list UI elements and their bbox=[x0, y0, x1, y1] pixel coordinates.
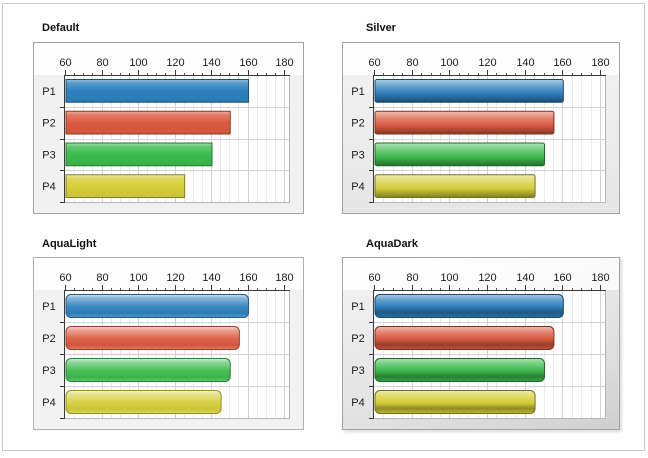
category-label-p2: P2 bbox=[351, 118, 364, 130]
category-label-p3: P3 bbox=[351, 365, 364, 377]
bar-p2 bbox=[65, 326, 240, 350]
x-axis-tick-label: 100 bbox=[129, 57, 147, 69]
chart-svg-silver: 60 80 100 120 140 160 180 P1 P2 P3 P4 bbox=[343, 43, 619, 213]
x-axis-tick-label: 140 bbox=[516, 272, 534, 284]
x-axis-tick-label: 100 bbox=[440, 272, 458, 284]
x-axis-tick-label: 160 bbox=[553, 272, 571, 284]
x-axis-tick-label: 180 bbox=[591, 272, 609, 284]
bar-p3 bbox=[374, 142, 545, 167]
x-axis-tick-label: 80 bbox=[406, 57, 418, 69]
category-label-p3: P3 bbox=[351, 149, 364, 161]
x-axis-tick-label: 100 bbox=[440, 57, 458, 69]
bar-p4 bbox=[374, 390, 536, 414]
x-axis-tick-label: 140 bbox=[516, 57, 534, 69]
axis-label-band bbox=[343, 43, 619, 75]
x-axis-tick-label: 60 bbox=[368, 272, 380, 284]
bar-p2 bbox=[65, 110, 231, 135]
x-axis-tick-label: 160 bbox=[553, 57, 571, 69]
bar-p1 bbox=[65, 294, 249, 318]
chart-svg-aquadark: 60 80 100 120 140 160 180 P1 P2 P3 P4 bbox=[343, 258, 619, 429]
category-label-p1: P1 bbox=[42, 86, 55, 98]
axis-label-band bbox=[34, 43, 303, 75]
chart-card-aquadark: 60 80 100 120 140 160 180 P1 P2 P3 P4 bbox=[342, 257, 620, 430]
bar-p4 bbox=[374, 174, 536, 198]
bar-p2 bbox=[374, 110, 555, 135]
x-axis-tick-label: 60 bbox=[59, 57, 71, 69]
x-axis-tick-label: 60 bbox=[59, 272, 71, 284]
x-axis-tick-label: 180 bbox=[275, 57, 293, 69]
category-label-p4: P4 bbox=[351, 181, 364, 193]
category-label-p4: P4 bbox=[42, 397, 55, 409]
category-label-p1: P1 bbox=[42, 301, 55, 313]
x-axis-tick-label: 80 bbox=[96, 272, 108, 284]
bar-p1 bbox=[65, 79, 249, 103]
category-label-p3: P3 bbox=[42, 365, 55, 377]
x-axis-tick-label: 120 bbox=[166, 57, 184, 69]
bar-p1 bbox=[374, 79, 564, 103]
chart-title-default: Default bbox=[42, 22, 80, 34]
axis-label-band bbox=[343, 258, 619, 290]
chart-card-default: 60 80 100 120 140 160 180 P1 P2 P3 P4 bbox=[33, 42, 304, 214]
x-axis-tick-label: 140 bbox=[202, 272, 220, 284]
x-axis-tick-label: 100 bbox=[129, 272, 147, 284]
bar-p3 bbox=[65, 358, 231, 382]
category-label-p2: P2 bbox=[42, 118, 55, 130]
x-axis-tick-label: 140 bbox=[202, 57, 220, 69]
category-label-p3: P3 bbox=[42, 149, 55, 161]
bar-p3 bbox=[65, 142, 213, 167]
x-axis-tick-label: 180 bbox=[591, 57, 609, 69]
bar-p2 bbox=[374, 326, 555, 350]
bar-p3 bbox=[374, 358, 545, 382]
category-label-p1: P1 bbox=[351, 301, 364, 313]
x-axis-tick-label: 160 bbox=[239, 57, 257, 69]
x-axis-tick-label: 120 bbox=[166, 272, 184, 284]
chart-title-silver: Silver bbox=[366, 22, 396, 34]
x-axis-tick-label: 180 bbox=[275, 272, 293, 284]
chart-card-aqualight: 60 80 100 120 140 160 180 P1 P2 P3 P4 bbox=[33, 257, 304, 430]
bar-p1 bbox=[374, 294, 564, 318]
x-axis-tick-label: 60 bbox=[368, 57, 380, 69]
x-axis-tick-label: 80 bbox=[96, 57, 108, 69]
category-label-p2: P2 bbox=[351, 333, 364, 345]
chart-title-aqualight: AquaLight bbox=[42, 238, 97, 250]
x-axis-tick-label: 120 bbox=[478, 57, 496, 69]
category-label-p4: P4 bbox=[351, 397, 364, 409]
axis-label-band bbox=[34, 258, 303, 290]
x-axis-tick-label: 120 bbox=[478, 272, 496, 284]
bar-p4 bbox=[65, 174, 186, 198]
chart-card-silver: 60 80 100 120 140 160 180 P1 P2 P3 P4 bbox=[342, 42, 620, 214]
chart-svg-aqualight: 60 80 100 120 140 160 180 P1 P2 P3 P4 bbox=[34, 258, 303, 429]
bar-p4 bbox=[65, 390, 222, 414]
x-axis-tick-label: 80 bbox=[406, 272, 418, 284]
category-label-p2: P2 bbox=[42, 333, 55, 345]
chart-title-aquadark: AquaDark bbox=[366, 238, 418, 250]
category-label-p4: P4 bbox=[42, 181, 55, 193]
category-label-p1: P1 bbox=[351, 86, 364, 98]
chart-svg-default: 60 80 100 120 140 160 180 P1 P2 P3 P4 bbox=[34, 43, 303, 213]
x-axis-tick-label: 160 bbox=[239, 272, 257, 284]
